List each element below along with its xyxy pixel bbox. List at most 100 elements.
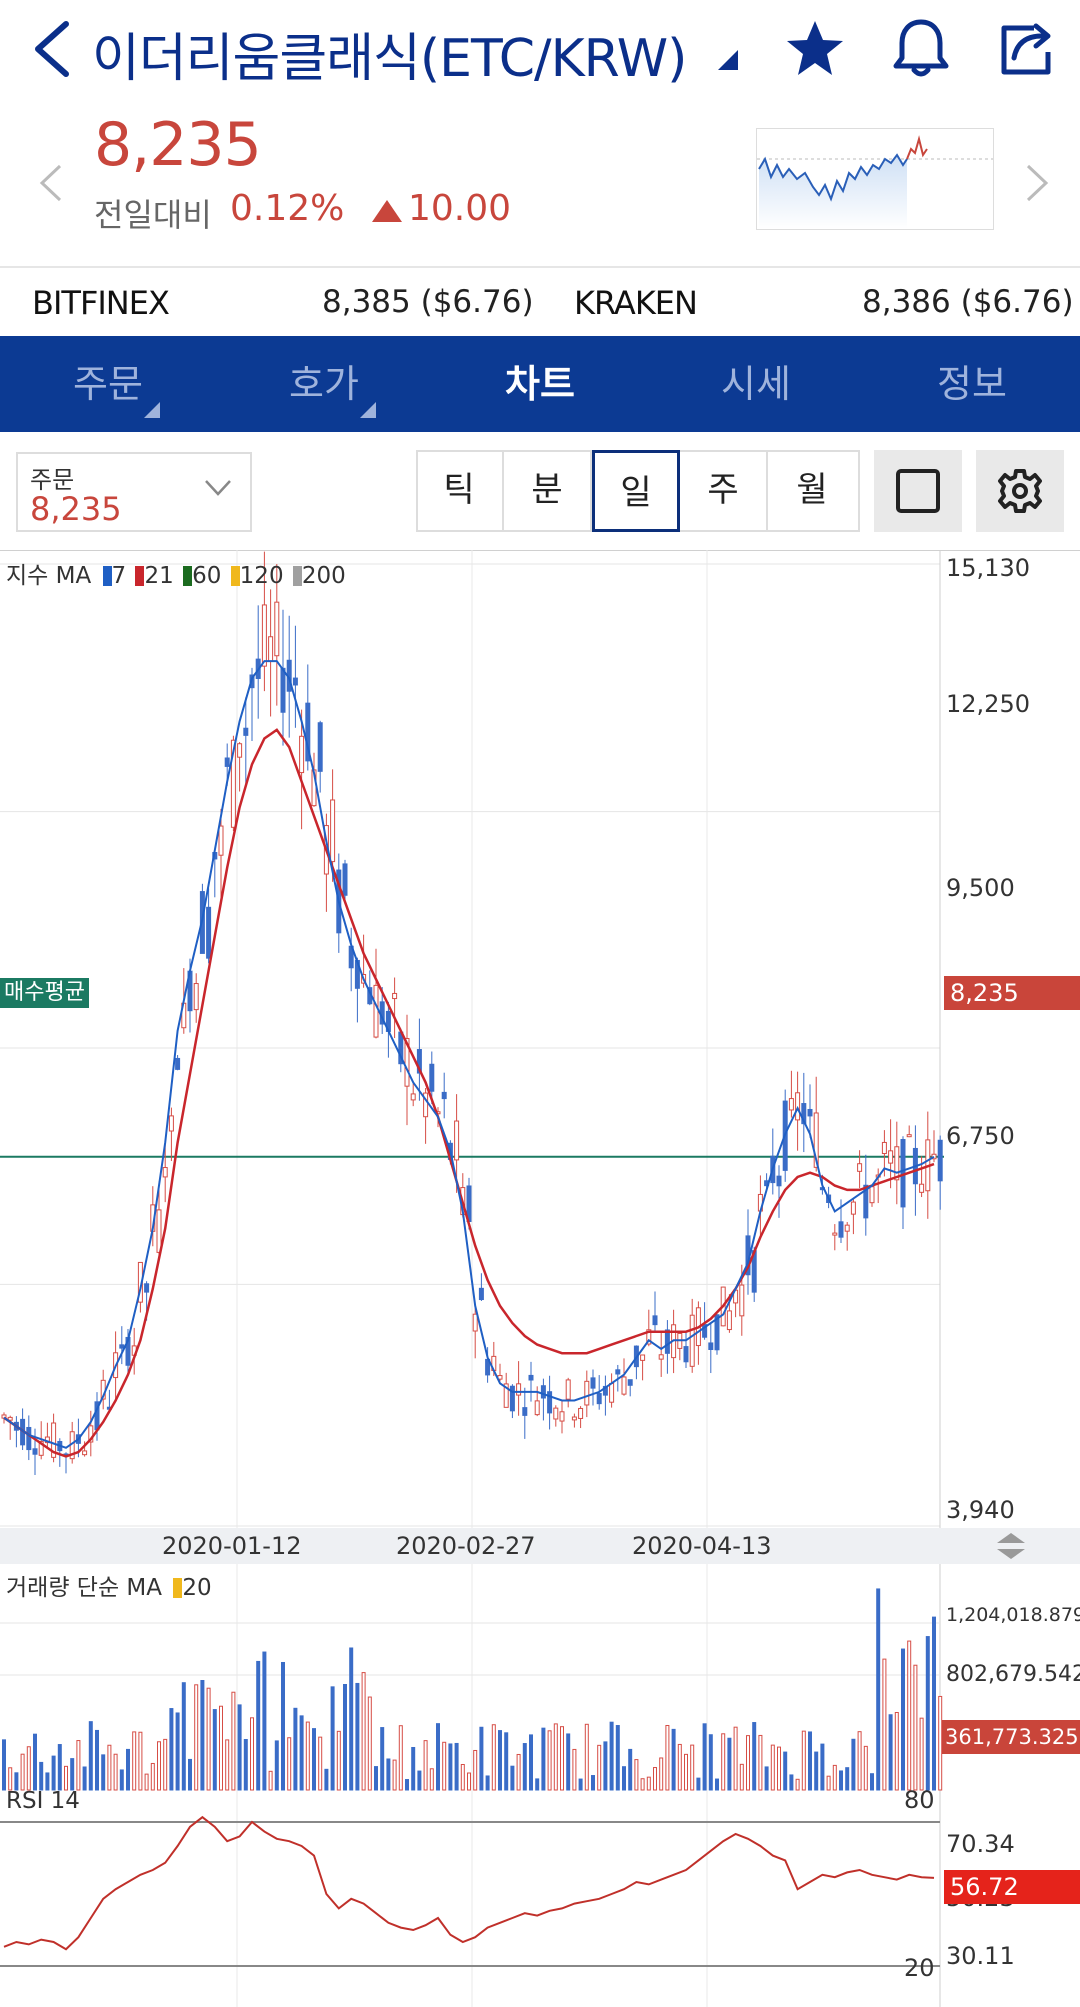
volume-bar xyxy=(39,1761,44,1791)
ma200-label: 200 xyxy=(301,563,346,589)
tab-order[interactable]: 주문 xyxy=(0,336,216,432)
tab-chart[interactable]: 차트 xyxy=(432,336,648,432)
page-title[interactable]: 이더리움클래식(ETC/KRW) xyxy=(92,29,687,89)
chart-canvas[interactable] xyxy=(0,550,1080,2007)
settings-button[interactable] xyxy=(976,450,1064,532)
tab-orderbook[interactable]: 호가 xyxy=(216,336,432,432)
tab-info-label: 정보 xyxy=(937,362,1007,406)
previous-coin-arrow-icon[interactable] xyxy=(36,162,64,204)
volume-bar xyxy=(553,1723,558,1791)
volume-bar xyxy=(684,1753,688,1791)
period-month[interactable]: 월 xyxy=(796,470,828,510)
order-select[interactable] xyxy=(16,452,252,532)
candle-body xyxy=(472,1313,478,1332)
next-coin-arrow-icon[interactable] xyxy=(1024,162,1052,204)
period-minute[interactable]: 분 xyxy=(504,450,592,532)
volume-bar xyxy=(225,1739,230,1791)
volume-bar xyxy=(888,1714,893,1791)
volume-bar xyxy=(175,1712,180,1791)
candle-body xyxy=(646,1329,652,1345)
candle-body xyxy=(429,1063,435,1092)
bell-icon[interactable] xyxy=(890,16,952,80)
volume-bar xyxy=(343,1684,347,1791)
mini-price-chart[interactable] xyxy=(756,128,994,230)
moving-average-lines xyxy=(3,660,935,1458)
tab-market[interactable]: 시세 xyxy=(648,336,864,432)
volume-bar xyxy=(262,1651,267,1791)
volume-bar xyxy=(907,1640,912,1791)
volume-bar xyxy=(541,1727,546,1791)
period-day[interactable]: 일 xyxy=(592,450,680,532)
volume-bar xyxy=(529,1734,533,1791)
exchange-value-bitfinex: 8,385 ($6.76) xyxy=(322,284,534,320)
volume-bar xyxy=(919,1717,924,1791)
share-icon[interactable] xyxy=(996,18,1058,78)
title-dropdown-icon[interactable] xyxy=(716,50,738,70)
rsi-current-flag: 56.72 xyxy=(944,1870,1080,1904)
y-tick-label: 3,940 xyxy=(946,1496,1015,1524)
candle-body xyxy=(392,992,398,1000)
resize-handle-icon[interactable] xyxy=(994,1530,1028,1562)
volume-bar xyxy=(150,1762,155,1791)
ma60-swatch xyxy=(183,566,193,586)
volume-bar xyxy=(26,1746,31,1791)
candle-body xyxy=(144,1283,150,1293)
candle-body xyxy=(119,1344,125,1349)
volume-bar xyxy=(467,1772,471,1791)
candle-body xyxy=(528,1374,534,1381)
candle-body xyxy=(454,1120,460,1161)
ma7-label: 7 xyxy=(111,563,127,589)
tab-order-label: 주문 xyxy=(73,362,143,406)
volume-bar xyxy=(473,1749,478,1791)
candle-body xyxy=(609,1382,615,1403)
candle-body xyxy=(857,1163,863,1172)
volume-bar xyxy=(863,1745,868,1791)
favorite-star-icon[interactable] xyxy=(784,18,846,80)
volume-bar xyxy=(188,1758,192,1791)
candle-body xyxy=(664,1329,670,1354)
volume-bar xyxy=(219,1705,223,1791)
volume-bar xyxy=(801,1730,806,1791)
volume-bar xyxy=(727,1737,732,1791)
candle-body xyxy=(478,1287,484,1301)
candle-body xyxy=(416,1049,422,1074)
tab-info[interactable]: 정보 xyxy=(864,336,1080,432)
volume-bar xyxy=(932,1616,936,1791)
back-arrow-icon[interactable] xyxy=(28,18,78,80)
volume-bar xyxy=(640,1778,645,1791)
volume-bar xyxy=(665,1724,670,1791)
y-tick-label: 9,500 xyxy=(946,874,1015,902)
up-triangle-icon xyxy=(372,200,402,222)
candle-body xyxy=(906,1134,912,1138)
volume-bar xyxy=(677,1743,682,1791)
volume-bar xyxy=(646,1776,651,1791)
fullscreen-button[interactable] xyxy=(874,450,962,532)
volume-bar xyxy=(739,1763,744,1791)
volume-bar xyxy=(522,1743,527,1791)
volume-bar xyxy=(876,1588,881,1791)
volume-bar xyxy=(690,1744,695,1791)
volume-bar xyxy=(305,1721,310,1791)
volume-bar xyxy=(925,1636,930,1791)
volume-bar xyxy=(95,1729,99,1791)
candle-body xyxy=(788,1098,794,1111)
candle-body xyxy=(317,722,323,772)
tab-market-label: 시세 xyxy=(721,362,791,406)
candle-body xyxy=(509,1385,515,1412)
candle-body xyxy=(51,1422,57,1458)
candle-body xyxy=(218,825,224,856)
volume-bar xyxy=(460,1764,465,1791)
period-week[interactable]: 주 xyxy=(680,450,768,532)
candle-body xyxy=(739,1284,745,1317)
volume-bar xyxy=(783,1751,788,1791)
candle-body xyxy=(801,1103,807,1125)
candle-body xyxy=(540,1385,546,1399)
chart-area[interactable]: 지수 MA 7 21 60 120 200 15,130 12,250 9,50… xyxy=(0,550,1080,2007)
volume-bar xyxy=(287,1737,292,1791)
candle-body xyxy=(844,1224,850,1232)
candle-body xyxy=(553,1407,559,1420)
y-tick-label: 12,250 xyxy=(946,690,1030,718)
volume-bar xyxy=(256,1660,261,1791)
main-legend-prefix: 지수 MA xyxy=(6,563,92,589)
period-tick[interactable]: 틱 xyxy=(416,450,504,532)
